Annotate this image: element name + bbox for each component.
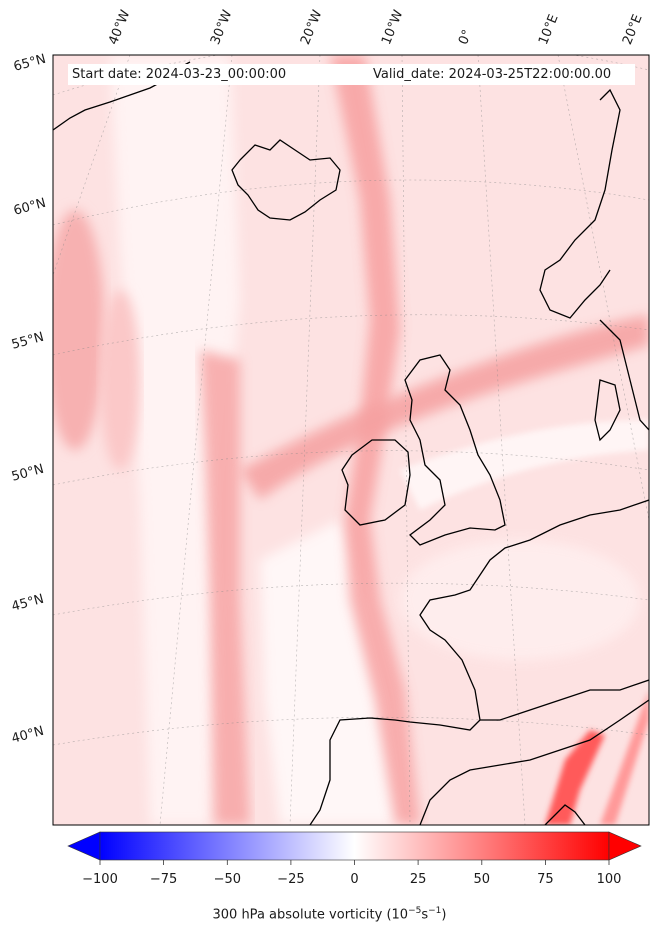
- colorbar-max-extend: [608, 831, 642, 861]
- colorbar: [67, 831, 642, 865]
- start-date-label: Start date: 2024-03-23_00:00:00: [68, 64, 372, 85]
- colorbar-label: 300 hPa absolute vorticity (10−5s−1): [212, 906, 447, 923]
- colorbar-min-extend: [67, 831, 101, 861]
- colorbar-tick-label: −100: [82, 872, 118, 887]
- colorbar-tick-label: 0: [350, 872, 359, 887]
- norway-outline: [539, 88, 621, 319]
- colorbar-gradient: [99, 831, 610, 861]
- vorticity-field: [53, 55, 649, 825]
- colorbar-tick-label: 25: [409, 872, 427, 887]
- coastlines: [53, 61, 649, 825]
- colorbar-tick-label: 50: [473, 872, 491, 887]
- colorbar-tick-label: 75: [537, 872, 554, 887]
- colorbar-tick-label: −50: [213, 872, 242, 887]
- ireland-outline: [341, 439, 411, 526]
- map-frame: [52, 54, 650, 826]
- colorbar-tick-label: −75: [149, 872, 178, 887]
- iceland-outline: [231, 139, 341, 221]
- europe-outline: [309, 499, 649, 825]
- colorbar-tick-label: 100: [596, 872, 622, 887]
- britain-outline: [404, 354, 506, 546]
- valid-date-label: Valid_date: 2024-03-25T22:00:00.00: [370, 64, 635, 85]
- colorbar-tick-label: −25: [277, 872, 305, 887]
